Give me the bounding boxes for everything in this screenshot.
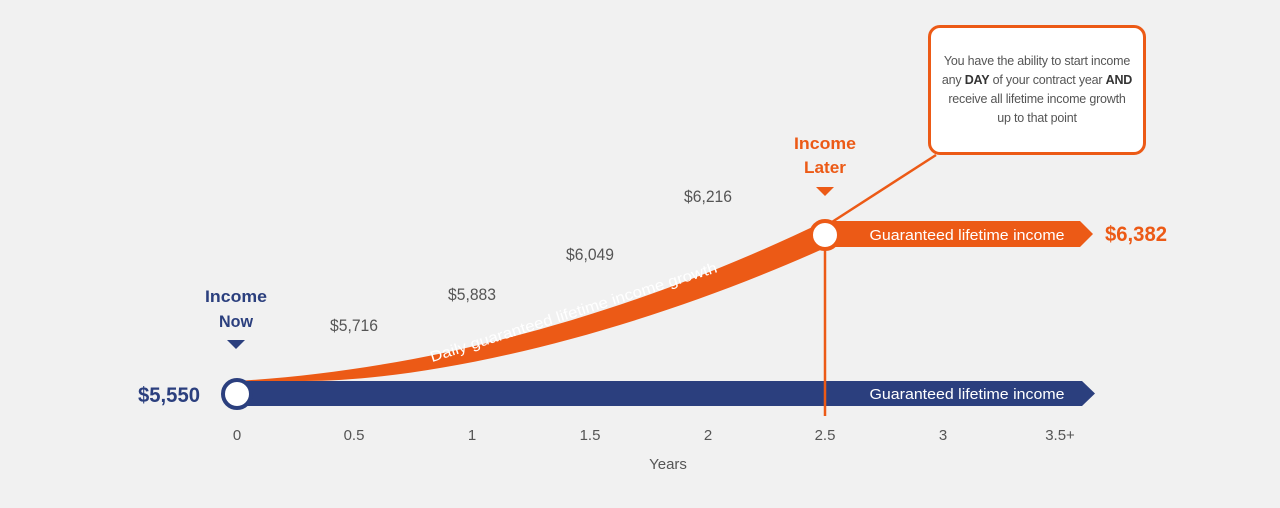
callout-text-part2: of your contract year xyxy=(989,73,1106,87)
orange-income-bar xyxy=(825,221,1093,247)
callout-bold-and: AND xyxy=(1105,73,1133,87)
x-tick-2-5: 2.5 xyxy=(815,427,836,444)
x-tick-1: 1 xyxy=(468,427,476,444)
orange-growth-band xyxy=(237,221,825,382)
x-tick-3: 3 xyxy=(939,427,947,444)
callout-text-part3: receive all lifetime income growth up to… xyxy=(948,92,1126,125)
growth-band-label: Daily guaranteed lifetime income growth xyxy=(428,259,719,365)
income-now-label: Income xyxy=(205,287,267,306)
start-value: $5,550 xyxy=(138,384,200,407)
data-label-1-5: $6,049 xyxy=(566,245,614,264)
income-now-circle xyxy=(221,378,253,410)
x-tick-0-5: 0.5 xyxy=(344,427,365,444)
data-label-0-5: $5,716 xyxy=(330,316,378,335)
callout-text: You have the ability to start income any… xyxy=(941,52,1133,128)
data-label-2: $6,216 xyxy=(684,187,732,206)
callout-connector xyxy=(831,153,937,224)
x-axis-title: Years xyxy=(649,456,687,473)
income-later-label-2: Later xyxy=(804,158,846,177)
income-later-triangle-icon xyxy=(816,187,834,196)
income-later-circle xyxy=(809,219,841,251)
end-value: $6,382 xyxy=(1105,223,1167,246)
x-tick-1-5: 1.5 xyxy=(580,427,601,444)
x-axis: 0 0.5 1 1.5 2 2.5 3 3.5+ xyxy=(233,427,1075,444)
orange-bar-label: Guaranteed lifetime income xyxy=(870,227,1065,244)
navy-income-bar xyxy=(237,381,1095,406)
data-label-1: $5,883 xyxy=(448,285,496,304)
callout-box: You have the ability to start income any… xyxy=(928,25,1146,155)
income-now-triangle-icon xyxy=(227,340,245,349)
callout-text-part1: You have the ability to start income any xyxy=(941,54,1131,87)
income-later-label: Income xyxy=(794,134,856,153)
x-tick-2: 2 xyxy=(704,427,712,444)
x-tick-0: 0 xyxy=(233,427,241,444)
callout-bold-day: DAY xyxy=(964,73,990,87)
income-now-label-2: Now xyxy=(219,312,254,331)
navy-bar-label: Guaranteed lifetime income xyxy=(870,386,1065,403)
x-tick-3-5-plus: 3.5+ xyxy=(1045,427,1075,444)
